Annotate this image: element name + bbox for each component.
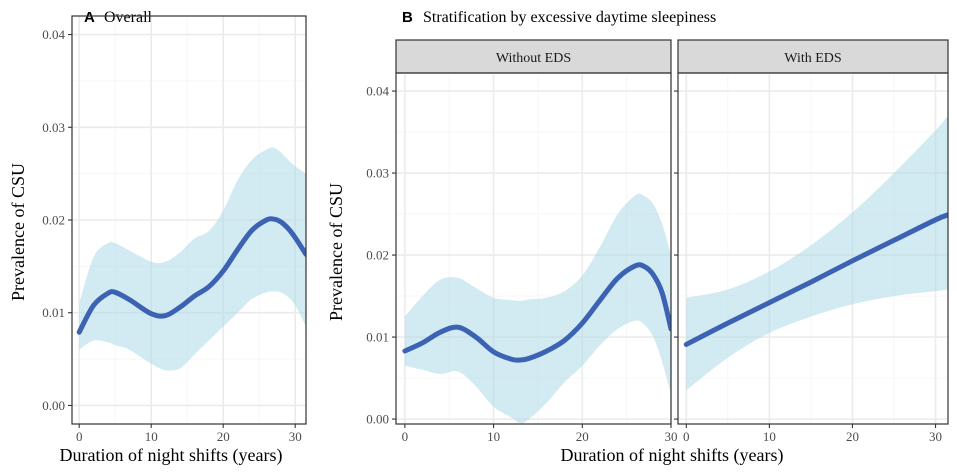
y-tick-label: 0.03 bbox=[366, 166, 389, 181]
x-tick-label: 30 bbox=[929, 429, 942, 444]
panel-a-title: Overall bbox=[104, 9, 153, 26]
panel-b-x-axis-label: Duration of night shifts (years) bbox=[561, 445, 784, 466]
x-tick-label: 20 bbox=[846, 429, 859, 444]
strip-with-eds-label: With EDS bbox=[784, 51, 841, 66]
x-tick-label: 10 bbox=[145, 429, 158, 444]
strip-without-eds-label: Without EDS bbox=[496, 51, 571, 66]
y-tick-label: 0.00 bbox=[366, 412, 389, 427]
x-tick-label: 10 bbox=[487, 429, 500, 444]
panel-border bbox=[395, 72, 672, 425]
y-tick-label: 0.01 bbox=[42, 305, 65, 320]
x-tick-label: 30 bbox=[289, 429, 302, 444]
confidence-band bbox=[79, 147, 306, 371]
confidence-band bbox=[686, 115, 948, 391]
panel-overall: 0 10 20 30 0.00 0.01 0.02 0.03 0.04 bbox=[42, 15, 307, 444]
y-tick-label: 0.01 bbox=[366, 330, 389, 345]
y-tick-label: 0.02 bbox=[366, 248, 389, 263]
panel-with-eds: 0 10 20 30 bbox=[674, 72, 949, 444]
x-tick-label: 10 bbox=[763, 429, 776, 444]
panel-b-letter: B bbox=[402, 9, 413, 26]
panel-a-y-axis-label: Prevalence of CSU bbox=[8, 163, 28, 301]
panel-b-y-axis-label: Prevalence of CSU bbox=[326, 183, 346, 321]
panel-b-title: Stratification by excessive daytime slee… bbox=[423, 9, 716, 26]
panel-without-eds: 0 10 20 30 0.00 0.01 0.02 0.03 0.04 bbox=[366, 72, 678, 444]
x-tick-label: 0 bbox=[76, 429, 83, 444]
y-tick-label: 0.04 bbox=[42, 27, 65, 42]
strip-with-eds bbox=[677, 39, 949, 74]
x-tick-label: 0 bbox=[683, 429, 690, 444]
y-tick-label: 0.02 bbox=[42, 213, 65, 228]
x-tick-label: 20 bbox=[576, 429, 589, 444]
y-tick-label: 0.04 bbox=[366, 84, 389, 99]
x-tick-label: 20 bbox=[217, 429, 230, 444]
fitted-curve bbox=[402, 262, 671, 363]
panel-a-letter: A bbox=[84, 9, 95, 26]
x-tick-label: 30 bbox=[665, 429, 678, 444]
panel-a-x-axis-label: Duration of night shifts (years) bbox=[60, 445, 283, 466]
y-tick-label: 0.00 bbox=[42, 398, 65, 413]
confidence-band bbox=[404, 193, 671, 424]
x-tick-label: 0 bbox=[402, 429, 409, 444]
y-tick-label: 0.03 bbox=[42, 120, 65, 135]
panel-border bbox=[677, 72, 949, 425]
fitted-curve bbox=[683, 212, 948, 347]
fitted-curve bbox=[76, 216, 306, 335]
strip-without-eds bbox=[395, 39, 672, 74]
